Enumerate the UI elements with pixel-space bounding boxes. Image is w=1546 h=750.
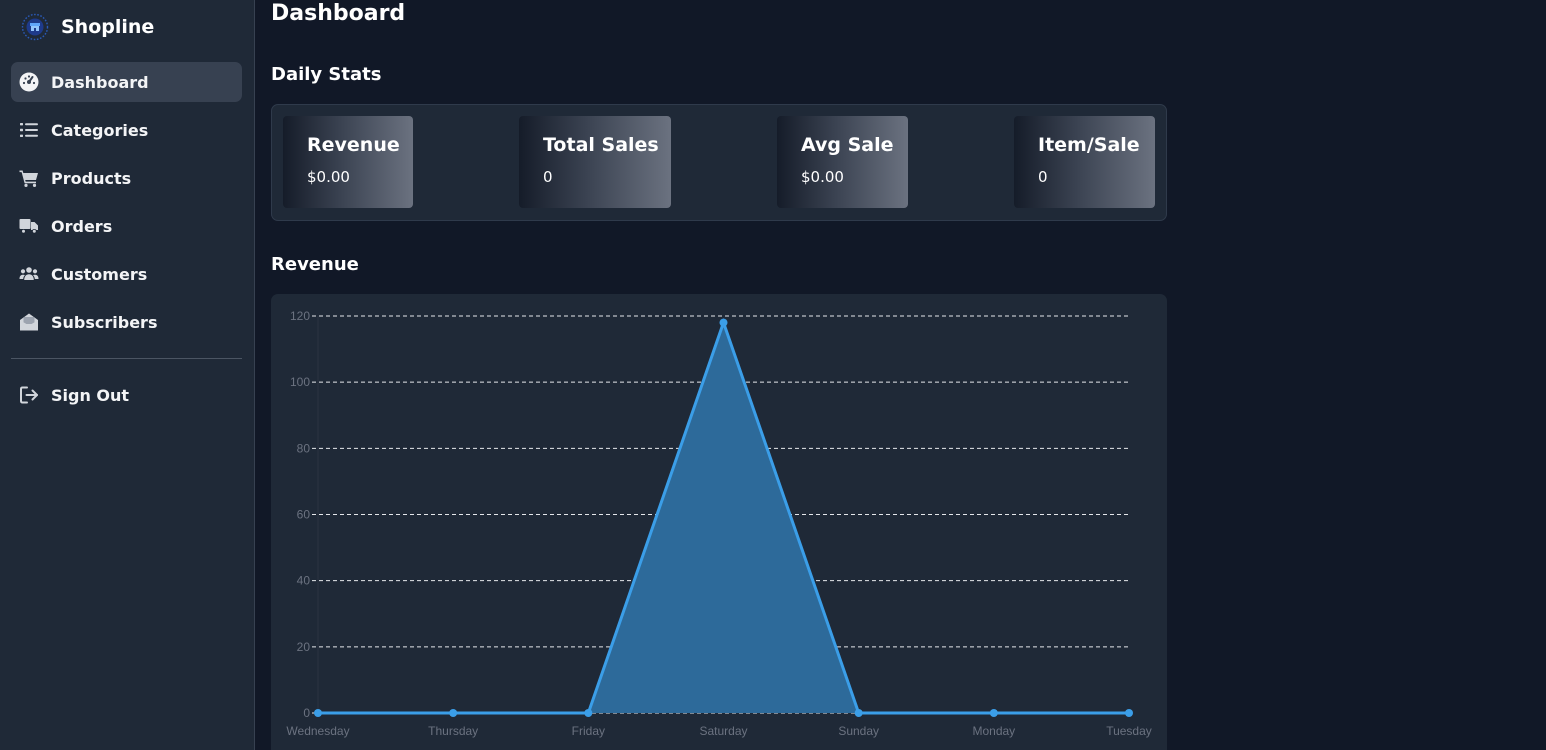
stat-label: Total Sales xyxy=(543,134,659,156)
data-point xyxy=(719,318,728,327)
revenue-title: Revenue xyxy=(271,254,359,275)
x-tick-label: Tuesday xyxy=(1106,724,1152,738)
x-tick-label: Wednesday xyxy=(286,724,349,738)
y-tick-label: 100 xyxy=(290,375,310,389)
series-area xyxy=(318,322,1129,713)
sidebar-item-products[interactable]: Products xyxy=(11,158,242,198)
signout-group: Sign Out xyxy=(11,375,242,423)
stat-label: Item/Sale xyxy=(1038,134,1140,156)
sidebar-divider xyxy=(11,358,242,359)
sign-out-icon xyxy=(19,385,39,405)
sidebar-nav: Dashboard Categories Products xyxy=(11,62,242,350)
sidebar-item-subscribers[interactable]: Subscribers xyxy=(11,302,242,342)
y-tick-label: 80 xyxy=(297,441,311,455)
data-point xyxy=(449,709,458,717)
sidebar-item-categories[interactable]: Categories xyxy=(11,110,242,150)
signout-button[interactable]: Sign Out xyxy=(11,375,242,415)
users-icon xyxy=(19,264,39,284)
stat-value: $0.00 xyxy=(307,168,350,186)
sidebar-item-orders[interactable]: Orders xyxy=(11,206,242,246)
sidebar-item-dashboard[interactable]: Dashboard xyxy=(11,62,242,102)
sidebar-item-customers[interactable]: Customers xyxy=(11,254,242,294)
revenue-chart: 0 20 40 60 80 100 120 Wednesday Thursday Friday Sa… xyxy=(286,309,1152,738)
data-point xyxy=(989,709,998,717)
stat-card-avg-sale: Avg Sale $0.00 xyxy=(777,116,908,208)
gauge-icon xyxy=(19,72,39,92)
stat-label: Revenue xyxy=(307,134,400,156)
truck-icon xyxy=(19,216,39,236)
cart-icon xyxy=(19,168,39,188)
signout-label: Sign Out xyxy=(51,385,130,405)
revenue-chart-panel: 0 20 40 60 80 100 120 Wednesday Thursday Friday Sa… xyxy=(271,294,1167,750)
sidebar-item-label: Dashboard xyxy=(51,72,149,92)
x-tick-label: Saturday xyxy=(699,724,747,738)
data-point xyxy=(584,709,593,717)
data-point xyxy=(854,709,863,717)
store-badge-icon xyxy=(21,13,49,41)
envelope-open-icon xyxy=(19,312,39,332)
brand-name: Shopline xyxy=(61,16,155,38)
x-tick-label: Sunday xyxy=(838,724,879,738)
page-title: Dashboard xyxy=(271,1,406,26)
data-point xyxy=(1125,709,1133,717)
y-tick-label: 20 xyxy=(297,640,311,654)
x-tick-label: Monday xyxy=(972,724,1015,738)
stat-card-revenue: Revenue $0.00 xyxy=(283,116,413,208)
sidebar-item-label: Orders xyxy=(51,216,113,236)
daily-stats-panel: Revenue $0.00 Total Sales 0 Avg Sale $0.… xyxy=(271,104,1167,221)
y-tick-label: 120 xyxy=(290,309,310,323)
y-tick-label: 40 xyxy=(297,574,311,588)
y-tick-label: 0 xyxy=(303,706,310,720)
sidebar-item-label: Products xyxy=(51,168,132,188)
x-tick-label: Friday xyxy=(572,724,605,738)
y-tick-label: 60 xyxy=(297,508,311,522)
stat-label: Avg Sale xyxy=(801,134,894,156)
brand[interactable]: Shopline xyxy=(20,12,154,42)
stat-value: 0 xyxy=(1038,168,1048,186)
stat-card-item-per-sale: Item/Sale 0 xyxy=(1014,116,1155,208)
stat-value: $0.00 xyxy=(801,168,844,186)
sidebar: Shopline Dashboard xyxy=(0,0,255,750)
data-point xyxy=(314,709,322,717)
x-tick-label: Thursday xyxy=(428,724,478,738)
daily-stats-title: Daily Stats xyxy=(271,64,382,85)
stat-card-total-sales: Total Sales 0 xyxy=(519,116,671,208)
stat-value: 0 xyxy=(543,168,553,186)
sidebar-item-label: Categories xyxy=(51,120,149,140)
sidebar-item-label: Subscribers xyxy=(51,312,158,332)
sidebar-item-label: Customers xyxy=(51,264,148,284)
list-icon xyxy=(19,120,39,140)
